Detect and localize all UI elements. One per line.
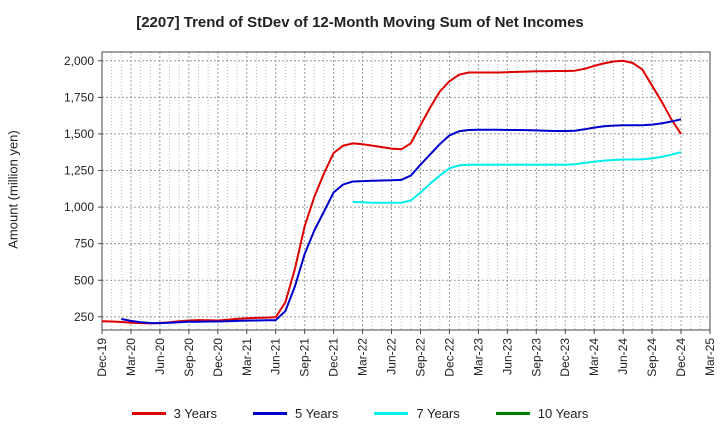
y-tick-label: 1,500 xyxy=(64,127,94,141)
x-tick-label: Jun-24 xyxy=(616,338,630,375)
legend-label: 7 Years xyxy=(416,406,460,421)
series-line-7-years xyxy=(352,151,682,204)
legend-swatch xyxy=(131,412,166,415)
x-tick-label: Dec-20 xyxy=(211,338,225,377)
legend-label: 5 Years xyxy=(295,406,339,421)
series-line-5-years xyxy=(121,118,682,325)
legend-item: 5 Years xyxy=(253,406,338,421)
x-tick-label: Mar-24 xyxy=(587,338,601,376)
x-tick-label: Dec-22 xyxy=(442,338,456,377)
legend-swatch xyxy=(495,412,530,415)
y-tick-label: 1,000 xyxy=(64,200,94,214)
x-tick-label: Sep-20 xyxy=(182,338,196,377)
x-tick-label: Jun-22 xyxy=(385,338,399,375)
series-line-3-years xyxy=(101,59,682,325)
x-tick-label: Sep-21 xyxy=(298,338,312,377)
x-tick-label: Mar-21 xyxy=(240,338,254,376)
series-layer xyxy=(101,59,682,325)
plot-frame xyxy=(101,51,711,331)
x-tick-label: Dec-21 xyxy=(327,338,341,377)
legend-label: 3 Years xyxy=(173,406,217,421)
x-tick-label: Dec-23 xyxy=(558,338,572,377)
x-tick-label: Jun-20 xyxy=(153,338,167,375)
legend-swatch xyxy=(374,412,409,415)
legend-item: 7 Years xyxy=(374,406,460,421)
x-tick-label: Sep-24 xyxy=(645,338,659,377)
x-tick-label: Mar-25 xyxy=(703,338,717,376)
x-tick-label: Jun-21 xyxy=(269,338,283,375)
y-tick-label: 2,000 xyxy=(64,54,94,68)
legend-item: 3 Years xyxy=(131,406,217,421)
y-tick-label: 250 xyxy=(74,310,94,324)
grid-layer xyxy=(101,52,711,330)
x-tick-label: Dec-24 xyxy=(674,338,688,377)
axis-layer: 250 500 750 1,000 1,250 1,500 1,750 2,000 Dec-19… xyxy=(64,51,717,377)
y-tick-label: 1,750 xyxy=(64,90,94,104)
x-tick-label: Jun-23 xyxy=(500,338,514,375)
x-tick-label: Mar-23 xyxy=(471,338,485,376)
x-tick-label: Mar-22 xyxy=(356,338,370,376)
legend-item: 10 Years xyxy=(495,406,589,421)
y-tick-label: 500 xyxy=(74,273,94,287)
legend-swatch xyxy=(253,412,287,415)
y-tick-label: 1,250 xyxy=(64,164,94,178)
x-tick-label: Mar-20 xyxy=(124,338,138,376)
y-tick-label: 750 xyxy=(74,237,94,251)
x-tick-label: Dec-19 xyxy=(95,338,109,377)
x-tick-label: Sep-22 xyxy=(413,338,427,377)
x-tick-label: Sep-23 xyxy=(529,338,543,377)
legend-label: 10 Years xyxy=(537,406,589,421)
chart-title: [2207] Trend of StDev of 12-Month Moving… xyxy=(136,14,584,31)
legend: 3 Years 5 Years 7 Years 10 Years xyxy=(0,406,720,421)
